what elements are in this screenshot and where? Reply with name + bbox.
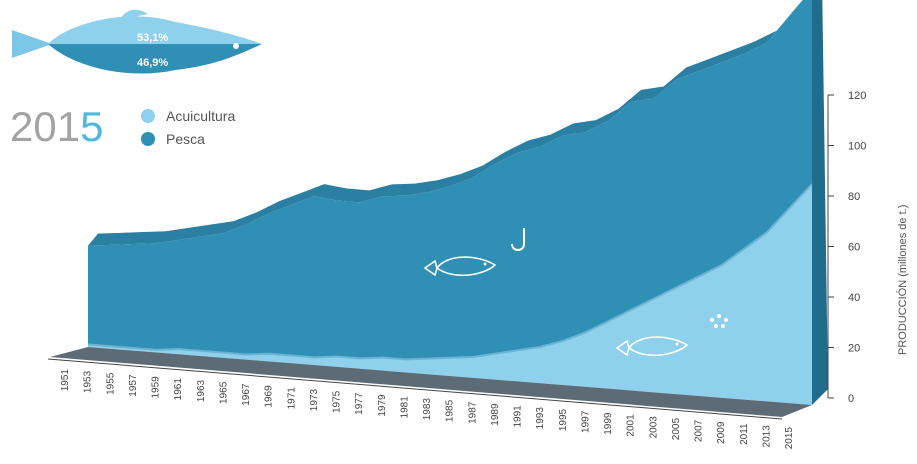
x-tick-label: 2005 xyxy=(671,418,682,441)
x-tick-label: 2013 xyxy=(761,425,772,448)
feed-pellet-icon xyxy=(717,314,721,318)
x-tick-label: 2011 xyxy=(739,423,750,445)
fish-top-fin xyxy=(120,9,148,20)
fishing-pct-label: 46,9% xyxy=(137,57,168,69)
x-tick-label: 1997 xyxy=(580,410,591,433)
summary-year-last-digit: 5 xyxy=(80,103,103,150)
x-tick-label: 1953 xyxy=(83,370,94,393)
chart-base-floor xyxy=(50,347,812,417)
x-tick-label: 1985 xyxy=(445,399,456,422)
fish-outline-icon-acuicultura-eye xyxy=(675,342,679,346)
fish-summary-graphic: 53,1% 46,9% xyxy=(12,9,262,74)
x-tick-label: 1979 xyxy=(377,394,388,417)
x-tick-label: 1977 xyxy=(354,392,365,415)
x-tick-label: 1971 xyxy=(286,387,297,410)
x-tick-label: 1959 xyxy=(151,376,162,399)
feed-pellet-icon xyxy=(721,324,725,328)
x-axis-line xyxy=(47,358,783,420)
x-tick-label: 1957 xyxy=(128,374,139,397)
y-tick-label: 40 xyxy=(848,292,860,304)
chart-right-side-face xyxy=(812,0,828,405)
x-tick-label: 2003 xyxy=(648,416,659,439)
feed-pellet-icon xyxy=(714,324,718,328)
feed-pellet-icon xyxy=(710,318,714,322)
fish-body-top xyxy=(48,16,262,44)
fishing-hook-icon xyxy=(511,228,525,251)
x-tick-label: 1981 xyxy=(399,396,410,419)
x-tick-label: 1975 xyxy=(332,390,343,413)
fish-body-bottom xyxy=(48,44,262,74)
x-tick-label: 1973 xyxy=(309,389,320,412)
y-tick-label: 0 xyxy=(848,393,854,405)
x-tick-label: 1989 xyxy=(490,403,501,426)
plot-area: 0 20 40 60 80 100 120 1951 1953 1955 1957 1959 1961 1… xyxy=(47,0,866,450)
x-tick-label: 1987 xyxy=(467,401,478,424)
fish-outline-icon-pesca-outline xyxy=(423,256,497,277)
fish-outline-icon-acuicultura-outline xyxy=(615,336,689,357)
x-tick-label: 2015 xyxy=(784,427,795,450)
x-tick-label: 2009 xyxy=(716,421,727,444)
legend-swatch-acuicultura xyxy=(141,109,155,123)
legend-label-pesca: Pesca xyxy=(166,131,205,147)
x-tick-label: 2001 xyxy=(626,414,637,437)
y-axis-title: PRODUCCIÓN (millones de t.) xyxy=(896,205,909,355)
x-tick-label: 2007 xyxy=(694,419,705,442)
feed-pellet-icon xyxy=(724,318,728,322)
fish-eye-icon xyxy=(233,43,239,49)
x-tick-label: 1969 xyxy=(264,385,275,408)
x-tick-label: 1967 xyxy=(241,383,252,406)
fish-outline-icon-pesca xyxy=(423,256,497,277)
acuicultura-top-line xyxy=(87,183,813,361)
x-tick-label: 1951 xyxy=(60,369,71,392)
legend-swatch-pesca xyxy=(141,132,155,146)
x-tick-label: 1963 xyxy=(196,379,207,402)
y-tick-label: 100 xyxy=(848,141,866,153)
fish-outline-icon-pesca-eye xyxy=(483,262,487,266)
y-tick-label: 20 xyxy=(848,343,860,355)
x-tick-label: 1999 xyxy=(603,412,614,435)
legend: Acuicultura Pesca xyxy=(141,108,235,147)
x-tick-label: 1993 xyxy=(535,407,546,430)
fish-outline-icon-acuicultura xyxy=(615,336,689,357)
y-tick-label: 80 xyxy=(848,191,860,203)
x-tick-label: 1961 xyxy=(173,378,184,401)
x-tick-label: 1983 xyxy=(422,398,433,421)
y-tick-label: 120 xyxy=(848,90,866,102)
pesca-area xyxy=(88,0,812,360)
x-tick-label: 1965 xyxy=(218,381,229,404)
summary-year: 2015 xyxy=(10,103,103,150)
aquaculture-pct-label: 53,1% xyxy=(137,32,168,44)
x-tick-label: 1955 xyxy=(105,372,116,395)
x-tick-label: 1991 xyxy=(513,405,524,428)
summary-year-lead: 201 xyxy=(10,103,80,150)
fish-tail xyxy=(12,30,52,58)
legend-label-acuicultura: Acuicultura xyxy=(166,108,235,124)
x-tick-label: 1995 xyxy=(558,408,569,431)
y-tick-label: 60 xyxy=(848,242,860,254)
